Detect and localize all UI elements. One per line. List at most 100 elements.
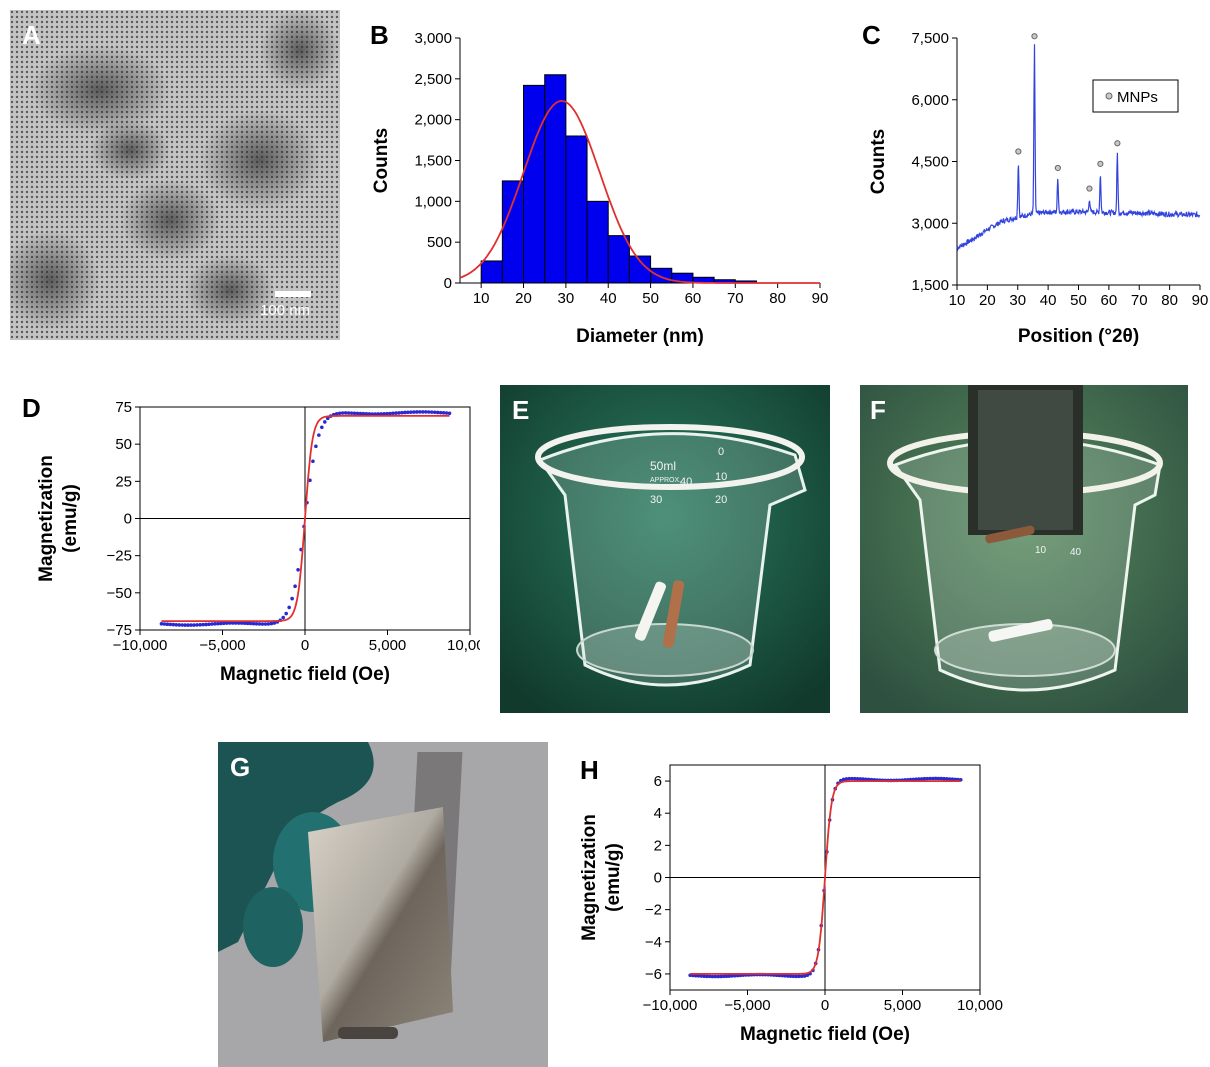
data-point [281, 615, 286, 620]
magnet-block [308, 807, 453, 1042]
svg-text:40: 40 [680, 476, 692, 488]
gaussian-fit-line [459, 99, 820, 284]
data-point [385, 411, 389, 416]
data-point [364, 412, 369, 416]
data-point [925, 776, 930, 781]
x-tick-label: 20 [979, 292, 996, 309]
x-axis-label: Diameter (nm) [576, 326, 704, 347]
data-point [852, 776, 857, 781]
peak-marker [1114, 140, 1121, 147]
data-point [183, 623, 188, 627]
data-point [242, 621, 247, 625]
data-point [361, 411, 366, 416]
peak-marker [1086, 185, 1093, 192]
y-tick-label: 3,000 [911, 215, 949, 232]
data-point [841, 777, 846, 782]
histogram-bar [565, 135, 588, 284]
data-point [379, 412, 384, 416]
data-point [421, 410, 425, 414]
x-tick-label: 20 [515, 290, 532, 307]
peak-marker [1031, 33, 1038, 40]
x-tick-label: 5,000 [369, 637, 407, 654]
x-tick-label: 80 [769, 290, 786, 307]
legend-label: MNPs [1117, 89, 1158, 106]
y-tick-label: 1,500 [911, 277, 949, 294]
data-point [349, 411, 354, 415]
data-point [180, 623, 185, 627]
data-point [174, 622, 179, 627]
x-tick-label: 0 [821, 997, 829, 1014]
beaker-mark-approx: APPROX. [650, 477, 681, 484]
data-point [213, 622, 217, 626]
histogram-bar [607, 235, 630, 284]
data-point [222, 621, 226, 626]
beaker-photo-f: 10 40 F [860, 385, 1188, 713]
y-axis-label-line2: (emu/g) [60, 484, 81, 553]
data-point [233, 621, 238, 625]
svg-text:10: 10 [1035, 545, 1047, 556]
data-point [320, 425, 324, 430]
y-tick-label: 2,000 [414, 112, 452, 129]
data-point [786, 974, 790, 978]
svg-text:30: 30 [650, 494, 662, 506]
panel-letter-f: F [870, 395, 886, 425]
peak-marker [1015, 148, 1022, 155]
data-point [928, 776, 932, 781]
svg-text:10: 10 [715, 471, 727, 483]
x-tick-label: 10,000 [447, 637, 480, 654]
data-point [794, 974, 798, 979]
data-point [844, 777, 849, 781]
histogram-bar [544, 74, 567, 284]
data-point [438, 410, 443, 415]
y-tick-label: −75 [107, 622, 132, 639]
data-point [423, 410, 428, 414]
x-tick-label: 60 [685, 290, 702, 307]
data-point [914, 777, 918, 782]
y-tick-label: −2 [645, 902, 662, 919]
data-point [204, 622, 208, 627]
x-tick-label: −5,000 [724, 997, 770, 1014]
data-point [314, 444, 318, 449]
data-point [257, 622, 262, 626]
panel-letter-a: A [22, 20, 41, 50]
data-point [415, 410, 419, 414]
data-point [355, 411, 360, 416]
beaker-glass [537, 432, 807, 687]
data-point [917, 777, 921, 781]
data-point [802, 974, 807, 978]
x-tick-label: 0 [301, 637, 309, 654]
y-tick-label: −25 [107, 548, 132, 565]
panel-letter-d: D [22, 393, 41, 423]
data-point [409, 410, 413, 414]
x-tick-label: 70 [1131, 292, 1148, 309]
data-point [797, 974, 801, 979]
x-axis-label: Magnetic field (Oe) [740, 1024, 910, 1045]
data-point [308, 478, 312, 483]
data-point [919, 777, 924, 781]
data-point [406, 410, 410, 415]
y-tick-label: 4 [654, 805, 662, 822]
data-point [435, 410, 440, 415]
fit-line [690, 780, 961, 975]
y-axis-label-line1: Magnetization [579, 814, 600, 941]
data-point [198, 622, 202, 627]
data-point [710, 974, 715, 979]
data-point [403, 410, 407, 415]
data-point [162, 622, 167, 626]
data-point [847, 776, 851, 781]
data-point [370, 412, 375, 416]
data-point [942, 776, 946, 781]
data-point [721, 974, 726, 979]
peak-marker [1097, 160, 1104, 167]
white-scaffold [988, 618, 1053, 642]
tem-image [10, 10, 340, 340]
peak-marker [1054, 164, 1061, 172]
data-point [177, 623, 182, 627]
data-point [850, 776, 854, 781]
magnetic-scaffold [662, 580, 685, 648]
data-point [418, 410, 422, 414]
data-point [358, 411, 363, 416]
data-point [858, 777, 863, 781]
data-point [716, 974, 720, 979]
y-tick-label: 4,500 [911, 154, 949, 171]
